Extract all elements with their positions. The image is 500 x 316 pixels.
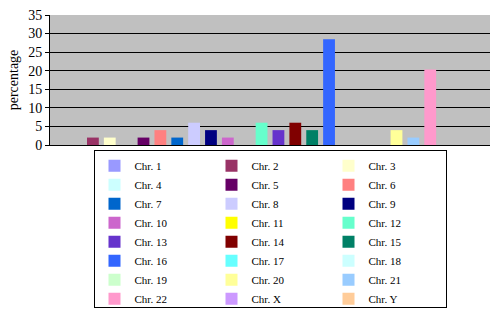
svg-text:Chr. 15: Chr. 15 <box>369 236 402 248</box>
svg-text:Chr. X: Chr. X <box>252 293 281 305</box>
svg-text:0: 0 <box>35 138 42 153</box>
svg-text:25: 25 <box>28 45 42 60</box>
svg-text:10: 10 <box>28 101 42 116</box>
svg-text:Chr. 2: Chr. 2 <box>252 160 279 172</box>
svg-text:20: 20 <box>28 64 42 79</box>
svg-text:Chr. 9: Chr. 9 <box>369 198 396 210</box>
svg-text:Chr. 20: Chr. 20 <box>252 274 285 286</box>
svg-text:35: 35 <box>28 8 42 23</box>
svg-text:Chr. 13: Chr. 13 <box>135 236 168 248</box>
svg-text:Chr. 14: Chr. 14 <box>252 236 285 248</box>
svg-text:Chr. 5: Chr. 5 <box>252 179 279 191</box>
svg-text:Chr. 4: Chr. 4 <box>135 179 162 191</box>
svg-text:Chr. 1: Chr. 1 <box>135 160 162 172</box>
svg-text:Chr. 8: Chr. 8 <box>252 198 279 210</box>
svg-text:percentage: percentage <box>6 50 21 111</box>
svg-text:Chr. 21: Chr. 21 <box>369 274 401 286</box>
svg-text:30: 30 <box>28 26 42 41</box>
svg-text:Chr. 10: Chr. 10 <box>135 217 168 229</box>
svg-text:Chr. Y: Chr. Y <box>369 293 398 305</box>
svg-text:Chr. 22: Chr. 22 <box>135 293 167 305</box>
svg-text:Chr. 17: Chr. 17 <box>252 255 285 267</box>
svg-text:Chr. 6: Chr. 6 <box>369 179 396 191</box>
svg-text:15: 15 <box>28 82 42 97</box>
svg-text:Chr. 11: Chr. 11 <box>252 217 284 229</box>
svg-text:Chr. 7: Chr. 7 <box>135 198 162 210</box>
svg-text:5: 5 <box>35 119 42 134</box>
svg-text:Chr. 3: Chr. 3 <box>369 160 396 172</box>
svg-text:Chr. 16: Chr. 16 <box>135 255 168 267</box>
svg-text:Chr. 18: Chr. 18 <box>369 255 402 267</box>
svg-text:Chr. 12: Chr. 12 <box>369 217 401 229</box>
svg-text:Chr. 19: Chr. 19 <box>135 274 168 286</box>
